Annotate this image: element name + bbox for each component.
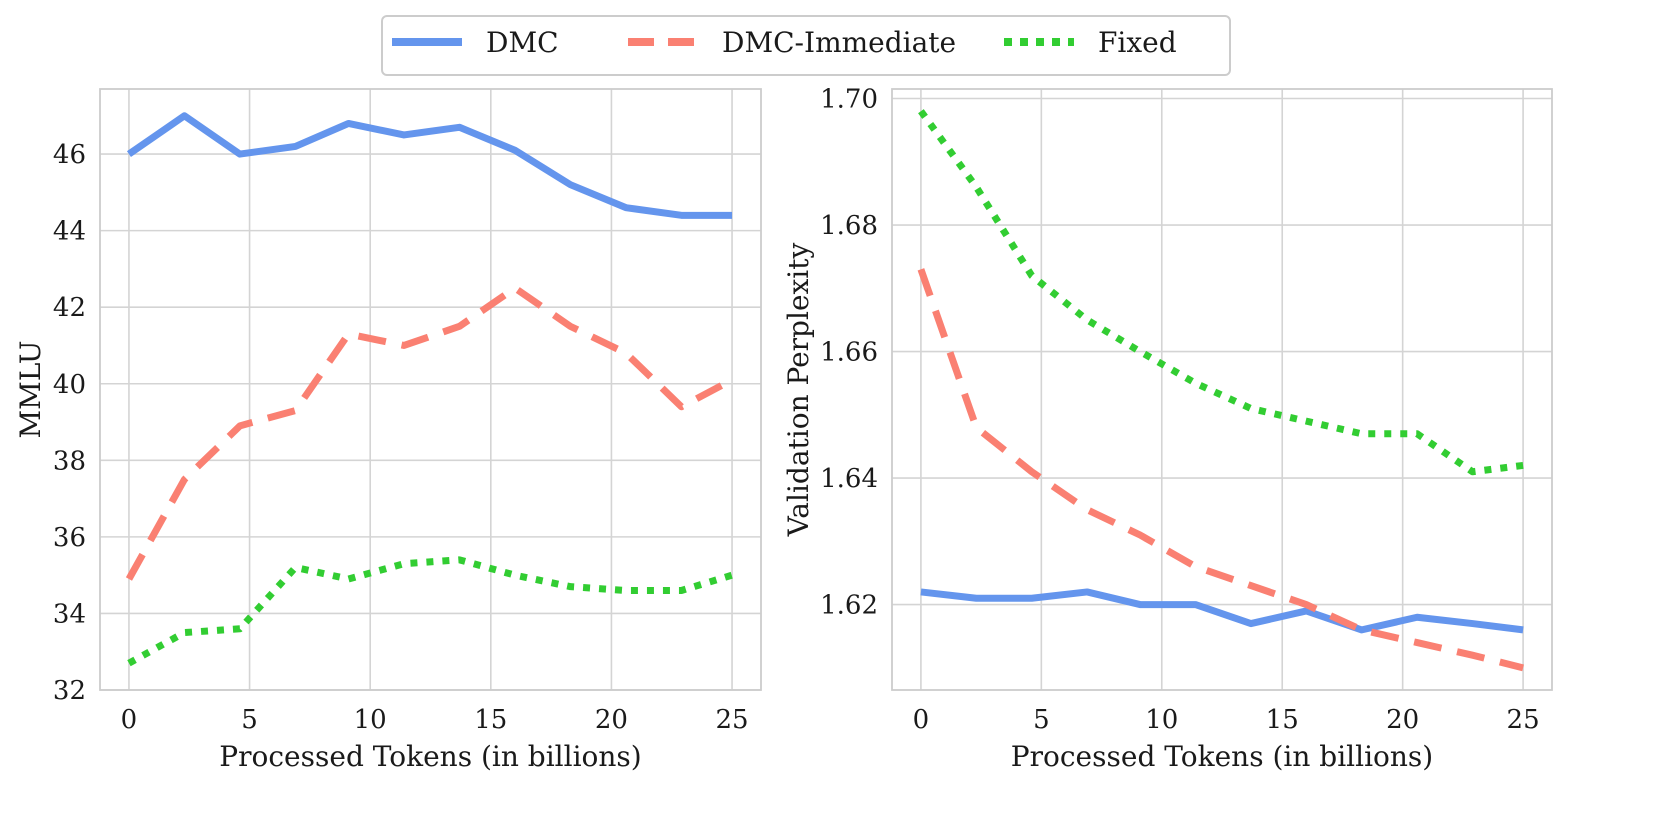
perplexity-ytick-label: 1.70 (820, 84, 878, 114)
mmlu-xtick-label: 25 (716, 705, 749, 735)
perplexity-series-dmc-immediate (917, 268, 1524, 672)
perplexity-xtick-label: 0 (913, 705, 930, 735)
perplexity-plot-frame (891, 88, 1553, 691)
perplexity-series-fixed (918, 109, 1524, 476)
mmlu-ytick-label: 34 (53, 599, 86, 629)
mmlu-xtick-label: 10 (354, 705, 387, 735)
perplexity-ytick-label: 1.68 (820, 211, 878, 241)
mmlu-series-fixed (127, 556, 734, 667)
perplexity-ytick-label: 1.62 (820, 591, 878, 621)
perplexity-x-axis-label: Processed Tokens (in billions) (1011, 740, 1433, 773)
perplexity-ytick-label: 1.64 (820, 464, 878, 494)
perplexity-xtick-label: 15 (1266, 705, 1299, 735)
perplexity-xtick-label: 5 (1033, 705, 1050, 735)
mmlu-xtick-label: 0 (121, 705, 138, 735)
mmlu-ytick-label: 32 (53, 676, 86, 706)
perplexity-series-dmc (920, 588, 1524, 634)
mmlu-series-dmc-immediate (125, 284, 734, 581)
perplexity-ytick-label: 1.66 (820, 338, 878, 368)
perplexity-xtick-label: 20 (1386, 705, 1419, 735)
mmlu-ytick-label: 42 (53, 293, 86, 323)
perplexity-y-axis-label: Validation Perplexity (782, 242, 815, 537)
legend: DMC DMC-Immediate Fixed (381, 15, 1231, 76)
legend-box (381, 15, 1231, 76)
mmlu-ytick-label: 46 (53, 140, 86, 170)
legend-label-dmc-immediate: DMC-Immediate (722, 26, 956, 59)
legend-label-dmc: DMC (486, 26, 559, 59)
perplexity-xtick-label: 10 (1145, 705, 1178, 735)
perplexity-xtick-label: 25 (1507, 705, 1540, 735)
mmlu-ytick-label: 38 (53, 446, 86, 476)
mmlu-plot-frame (99, 88, 762, 691)
mmlu-ytick-label: 36 (53, 523, 86, 553)
mmlu-xtick-label: 5 (241, 705, 258, 735)
legend-label-fixed: Fixed (1098, 26, 1177, 59)
mmlu-xtick-label: 20 (595, 705, 628, 735)
perplexity-panel: 0 5 10 15 20 25 1.62 1.64 1.66 1.68 1.70 Processed … (782, 84, 1553, 773)
mmlu-series-dmc (126, 112, 733, 219)
mmlu-x-axis-label: Processed Tokens (in billions) (219, 740, 641, 773)
mmlu-panel: 0 5 10 15 20 25 32 34 36 38 40 42 44 46 Processed Toke… (14, 88, 762, 773)
mmlu-ytick-label: 44 (53, 217, 86, 247)
mmlu-ytick-label: 40 (53, 370, 86, 400)
mmlu-xtick-label: 15 (474, 705, 507, 735)
mmlu-y-axis-label: MMLU (14, 341, 47, 439)
